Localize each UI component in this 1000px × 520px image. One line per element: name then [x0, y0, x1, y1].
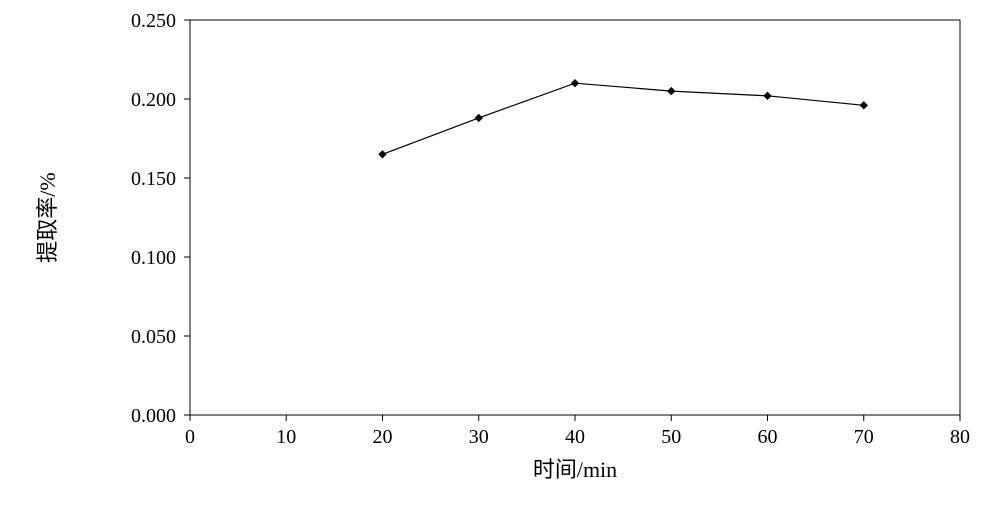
series-marker: [860, 102, 867, 109]
series-line-extraction-rate: [383, 83, 864, 154]
x-tick-label: 0: [185, 426, 195, 448]
y-tick-label: 0.150: [131, 168, 176, 190]
y-tick-label: 0.050: [131, 326, 176, 348]
x-tick-label: 10: [276, 426, 296, 448]
y-axis-label: 提取率/%: [35, 172, 60, 262]
line-chart: 0 10 20 30 40 50 60 70 80 0.000 0.050 0.100 0.150 0.2…: [0, 0, 1000, 520]
x-tick-label: 20: [373, 426, 393, 448]
series-marker: [379, 151, 386, 158]
series-marker: [475, 114, 482, 121]
y-tick-label: 0.200: [131, 89, 176, 111]
y-tick-label: 0.250: [131, 10, 176, 32]
series-marker: [572, 80, 579, 87]
x-tick-label: 30: [469, 426, 489, 448]
series-marker: [668, 88, 675, 95]
chart-container: 0 10 20 30 40 50 60 70 80 0.000 0.050 0.100 0.150 0.2…: [0, 0, 1000, 520]
x-tick-label: 60: [758, 426, 778, 448]
y-tick-label: 0.000: [131, 405, 176, 427]
x-tick-label: 50: [661, 426, 681, 448]
x-tick-label: 70: [854, 426, 874, 448]
series-marker: [764, 92, 771, 99]
x-axis-label: 时间/min: [533, 457, 617, 482]
x-tick-label: 40: [565, 426, 585, 448]
y-tick-label: 0.100: [131, 247, 176, 269]
x-tick-label: 80: [950, 426, 970, 448]
